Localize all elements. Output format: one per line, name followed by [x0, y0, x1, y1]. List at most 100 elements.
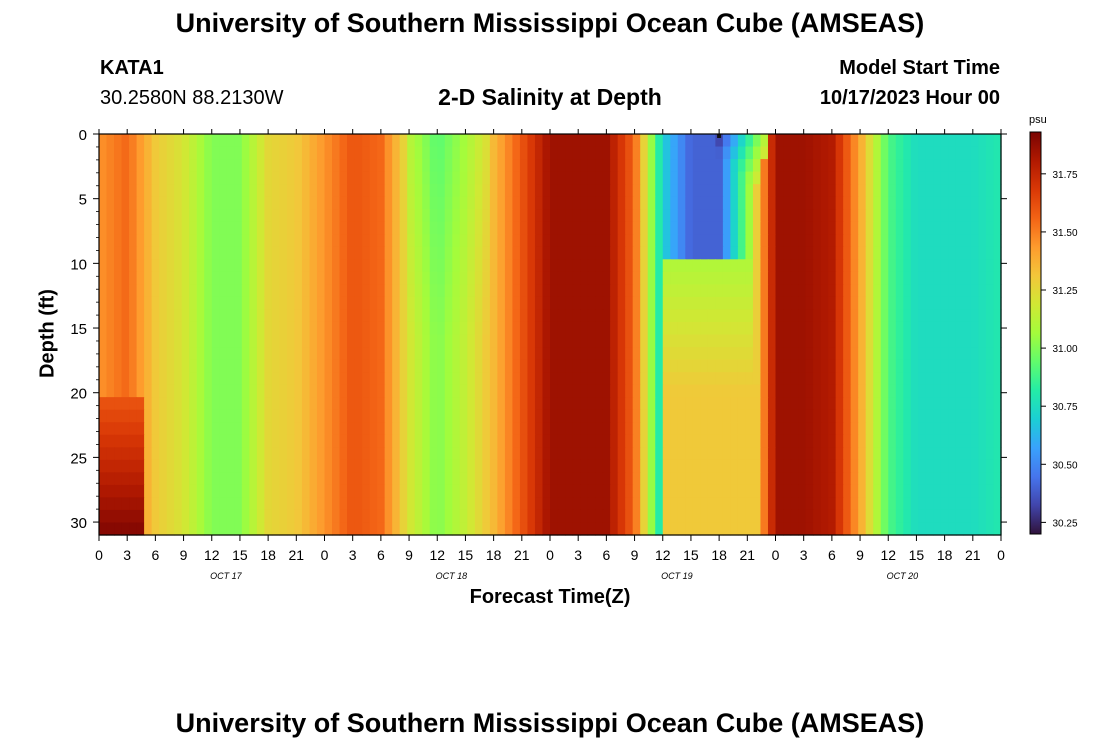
- heatmap-cell: [873, 334, 882, 348]
- heatmap-cell: [121, 472, 130, 486]
- heatmap-cell: [181, 359, 190, 373]
- heatmap-cell: [813, 334, 822, 348]
- heatmap-cell: [504, 221, 514, 235]
- heatmap-cell: [294, 309, 303, 323]
- heatmap-cell: [737, 296, 747, 311]
- heatmap-cell: [955, 447, 965, 461]
- heatmap-cell: [925, 321, 934, 336]
- heatmap-cell: [745, 509, 754, 524]
- heatmap-cell: [332, 146, 341, 160]
- heatmap-cell: [985, 309, 995, 323]
- heatmap-cell: [316, 271, 326, 285]
- heatmap-cell: [482, 284, 491, 298]
- heatmap-cell: [820, 434, 829, 448]
- heatmap-cell: [422, 347, 431, 361]
- heatmap-cell: [655, 459, 664, 473]
- heatmap-cell: [557, 196, 566, 210]
- heatmap-cell: [632, 134, 641, 148]
- heatmap-cell: [610, 434, 619, 448]
- heatmap-cell: [843, 209, 852, 223]
- heatmap-cell: [670, 397, 679, 411]
- heatmap-cell: [850, 296, 859, 311]
- heatmap-cell: [880, 409, 889, 423]
- heatmap-cell: [121, 321, 130, 336]
- heatmap-cell: [662, 472, 671, 486]
- heatmap-cell: [316, 447, 326, 461]
- heatmap-cell: [752, 259, 762, 273]
- heatmap-cell: [504, 384, 514, 398]
- heatmap-cell: [625, 434, 634, 448]
- heatmap-cell: [467, 334, 476, 348]
- heatmap-cell: [632, 509, 641, 524]
- heatmap-cell: [745, 359, 754, 373]
- heatmap-cell: [392, 259, 401, 273]
- heatmap-cell: [136, 196, 145, 210]
- heatmap-cell: [286, 321, 296, 336]
- heatmap-cell: [377, 221, 386, 235]
- heatmap-cell: [775, 397, 784, 411]
- heatmap-cell: [662, 171, 671, 185]
- heatmap-cell: [211, 472, 220, 486]
- heatmap-cell: [271, 309, 280, 323]
- heatmap-cell: [865, 459, 874, 473]
- heatmap-cell: [294, 522, 303, 536]
- heatmap-cell: [662, 384, 671, 398]
- heatmap-cell: [820, 397, 829, 411]
- heatmap-cell: [211, 422, 220, 436]
- heatmap-cell: [707, 347, 716, 361]
- heatmap-cell: [181, 347, 190, 361]
- heatmap-cell: [865, 409, 874, 423]
- heatmap-cell: [948, 509, 957, 524]
- heatmap-cell: [873, 196, 882, 210]
- heatmap-cell: [159, 159, 168, 173]
- heatmap-cell: [670, 434, 679, 448]
- heatmap-cell: [174, 246, 183, 260]
- heatmap-cell: [798, 134, 807, 148]
- heatmap-cell: [392, 184, 401, 198]
- heatmap-cell: [700, 159, 709, 173]
- heatmap-cell: [437, 409, 446, 423]
- heatmap-cell: [474, 321, 483, 336]
- heatmap-cell: [617, 296, 626, 311]
- day-label: OCT 20: [887, 571, 919, 581]
- heatmap-cell: [790, 409, 799, 423]
- heatmap-cell: [534, 171, 544, 185]
- heatmap-cell: [940, 296, 949, 311]
- heatmap-cell: [286, 271, 296, 285]
- heatmap-cell: [903, 271, 912, 285]
- heatmap-cell: [565, 447, 574, 461]
- heatmap-cell: [850, 246, 859, 260]
- heatmap-cell: [820, 359, 829, 373]
- heatmap-cell: [745, 309, 754, 323]
- heatmap-cell: [640, 234, 649, 248]
- heatmap-cell: [993, 184, 1002, 198]
- heatmap-cell: [933, 522, 942, 536]
- heatmap-cell: [970, 221, 980, 235]
- heatmap-cell: [519, 321, 529, 336]
- heatmap-cell: [632, 159, 641, 173]
- heatmap-cell: [873, 296, 882, 311]
- heatmap-cell: [542, 171, 551, 185]
- heatmap-cell: [918, 372, 927, 386]
- heatmap-cell: [211, 347, 220, 361]
- heatmap-cell: [903, 397, 912, 411]
- heatmap-cell: [159, 422, 168, 436]
- heatmap-cell: [452, 484, 461, 499]
- heatmap-cell: [670, 372, 679, 386]
- heatmap-cell: [512, 296, 521, 311]
- heatmap-cell: [993, 447, 1002, 461]
- heatmap-cell: [783, 221, 792, 235]
- heatmap-cell: [918, 271, 927, 285]
- heatmap-cell: [392, 246, 401, 260]
- heatmap-cell: [587, 459, 596, 473]
- heatmap-cell: [422, 284, 431, 298]
- heatmap-cell: [542, 196, 551, 210]
- heatmap-cell: [504, 146, 514, 160]
- heatmap-cell: [572, 246, 581, 260]
- heatmap-cell: [151, 234, 160, 248]
- heatmap-cell: [752, 309, 762, 323]
- heatmap-cell: [316, 134, 326, 148]
- heatmap-cell: [985, 334, 995, 348]
- heatmap-cell: [730, 372, 739, 386]
- heatmap-cell: [324, 196, 333, 210]
